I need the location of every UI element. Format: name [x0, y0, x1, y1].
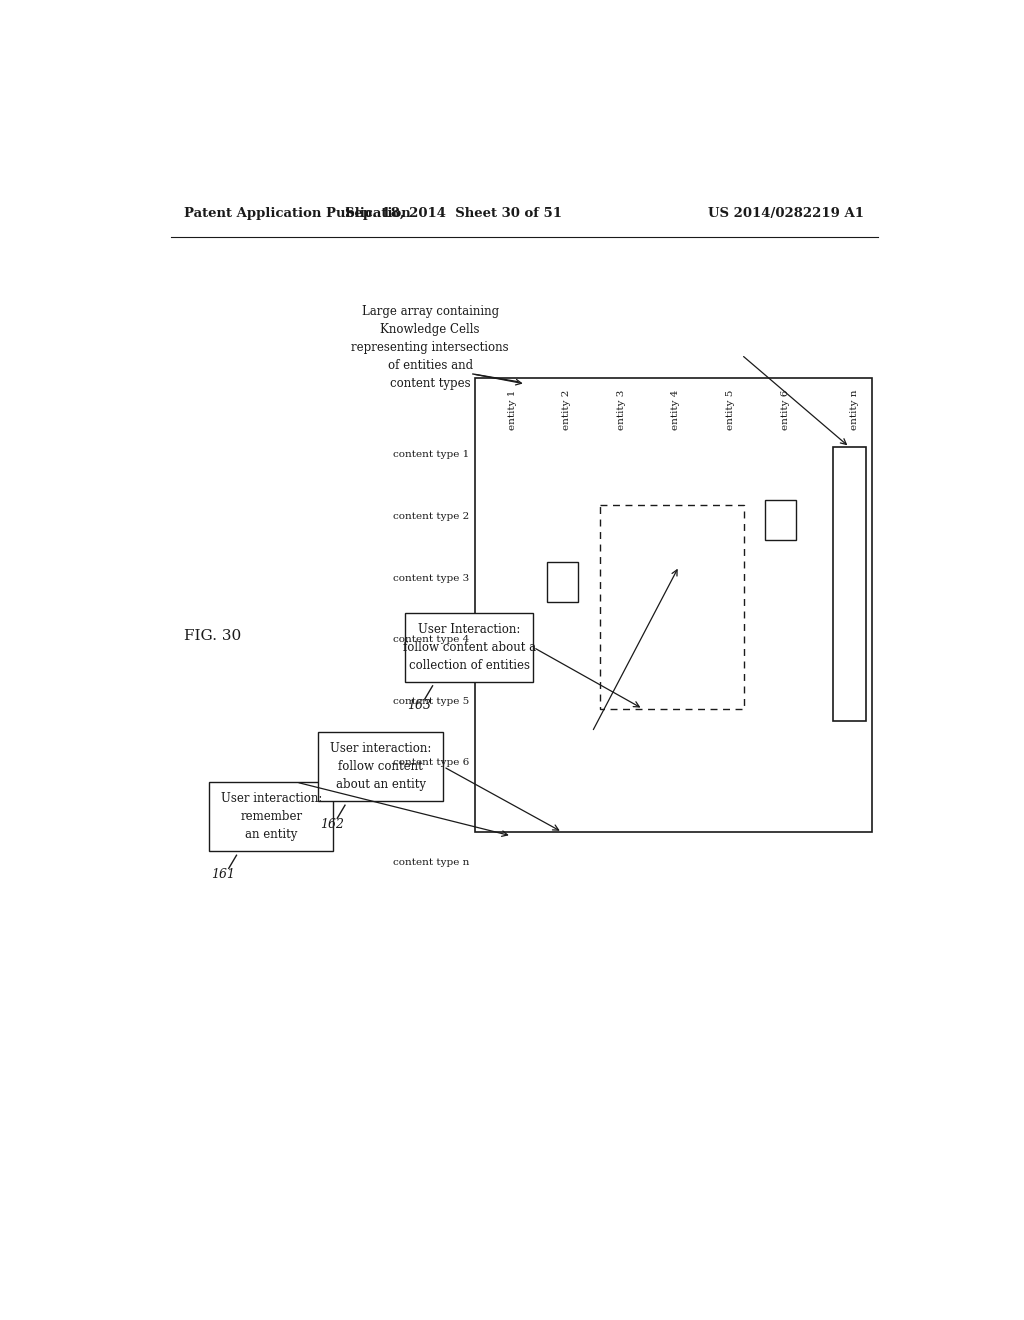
- Text: FIG. 30: FIG. 30: [183, 628, 241, 643]
- Text: entity 2: entity 2: [562, 389, 571, 430]
- Bar: [317, 733, 443, 801]
- Bar: [209, 781, 334, 851]
- Text: User interaction:
follow content
about an entity: User interaction: follow content about a…: [330, 742, 431, 791]
- Text: content type 5: content type 5: [393, 697, 469, 706]
- Bar: [406, 612, 534, 682]
- Text: entity n: entity n: [850, 389, 859, 430]
- Text: 162: 162: [319, 818, 344, 832]
- Text: US 2014/0282219 A1: US 2014/0282219 A1: [708, 207, 863, 220]
- Text: Sep. 18, 2014  Sheet 30 of 51: Sep. 18, 2014 Sheet 30 of 51: [345, 207, 562, 220]
- Bar: [600, 506, 743, 709]
- Text: entity 6: entity 6: [780, 389, 790, 430]
- Text: content type 1: content type 1: [393, 450, 469, 459]
- Text: Large array containing
Knowledge Cells
representing intersections
of entities an: Large array containing Knowledge Cells r…: [351, 305, 509, 389]
- Text: entity 1: entity 1: [508, 389, 517, 430]
- Text: entity 4: entity 4: [672, 389, 680, 430]
- Text: User Interaction:
follow content about a
collection of entities: User Interaction: follow content about a…: [402, 623, 536, 672]
- Text: entity 3: entity 3: [616, 389, 626, 430]
- Text: Patent Application Publication: Patent Application Publication: [183, 207, 411, 220]
- Bar: [475, 378, 872, 832]
- Bar: [547, 562, 578, 602]
- Text: content type 3: content type 3: [393, 574, 469, 582]
- Text: content type 6: content type 6: [393, 759, 469, 767]
- Text: content type 2: content type 2: [393, 512, 469, 521]
- Text: content type 4: content type 4: [393, 635, 469, 644]
- Text: entity 5: entity 5: [726, 389, 735, 430]
- Bar: [765, 500, 796, 540]
- Text: 163: 163: [408, 698, 431, 711]
- Text: 161: 161: [211, 869, 236, 880]
- Text: content type n: content type n: [392, 858, 469, 867]
- Text: User interaction:
remember
an entity: User interaction: remember an entity: [221, 792, 323, 841]
- Bar: [834, 447, 866, 721]
- Bar: [493, 631, 523, 671]
